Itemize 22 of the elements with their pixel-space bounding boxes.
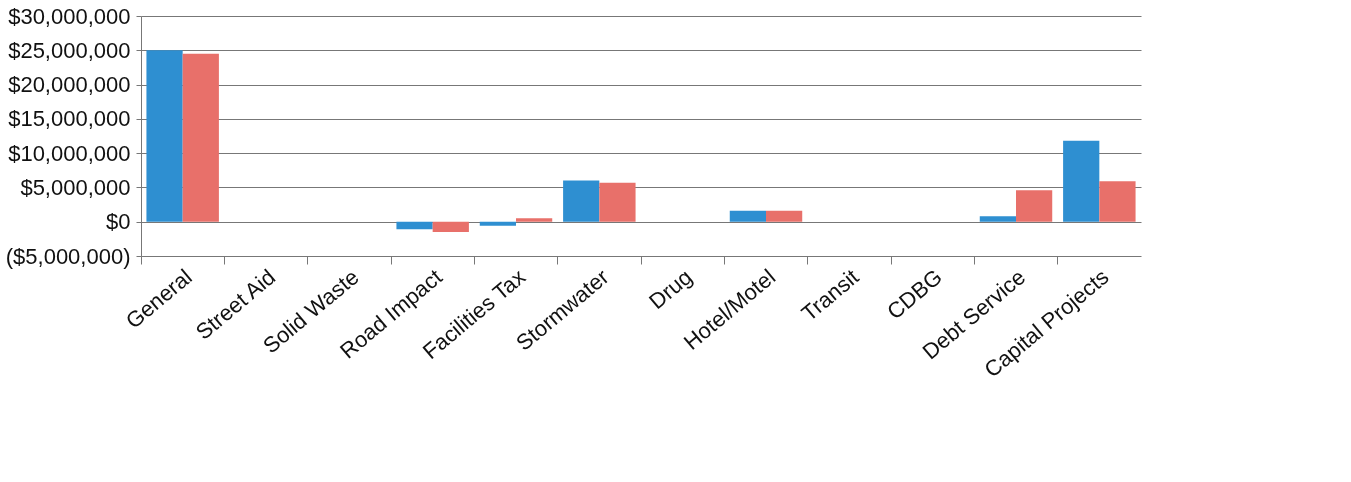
bar: [979, 216, 1016, 222]
y-tick-label: $30,000,000: [8, 3, 131, 29]
y-tick-label: $20,000,000: [8, 72, 131, 98]
y-tick-label: $0: [106, 209, 131, 235]
bar: [1063, 140, 1100, 222]
y-tick-label: $15,000,000: [8, 106, 131, 132]
bar: [146, 50, 183, 222]
bar: [516, 218, 553, 222]
bar: [479, 221, 516, 226]
y-tick-label: ($5,000,000): [5, 243, 131, 269]
bar: [766, 210, 803, 222]
bar: [599, 182, 636, 222]
bar: [1099, 181, 1136, 222]
y-tick-label: $25,000,000: [8, 37, 131, 63]
bar: [729, 210, 766, 222]
y-tick-label: $10,000,000: [8, 140, 131, 166]
bar: [563, 180, 600, 222]
bar: [182, 53, 219, 222]
y-tick-label: $5,000,000: [20, 174, 131, 200]
bar: [1016, 190, 1053, 222]
bar: [396, 221, 433, 230]
bar: [432, 221, 469, 232]
